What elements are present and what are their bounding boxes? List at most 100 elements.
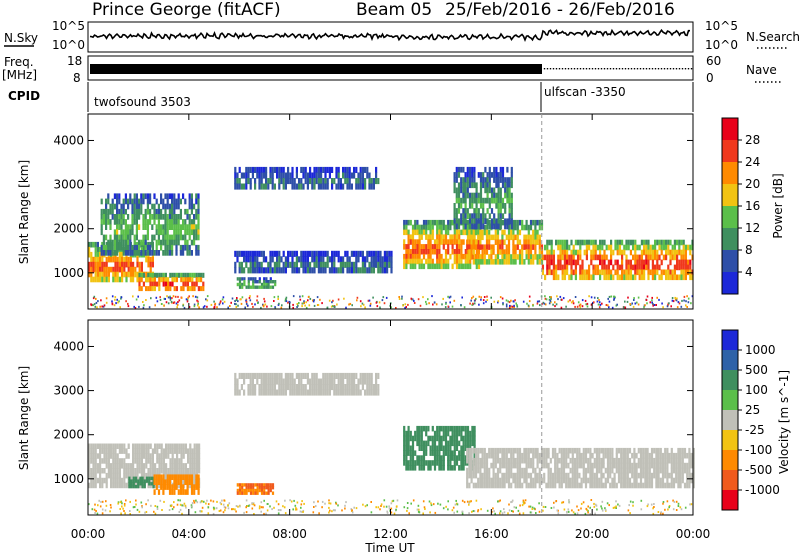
velocity-cell [562, 457, 566, 464]
power-speckle [549, 300, 552, 302]
velocity-speckle [144, 511, 146, 514]
power-speckle [117, 301, 119, 304]
velocity-cell [344, 384, 347, 391]
power-speckle [176, 306, 178, 309]
power-cell [92, 241, 95, 248]
velocity-cell [96, 443, 99, 449]
power-cell [158, 277, 161, 283]
velocity-cell [462, 440, 465, 447]
velocity-cell [139, 476, 142, 480]
power-speckle [252, 305, 254, 308]
velocity-cell [512, 447, 515, 454]
power-cell [175, 286, 178, 292]
velocity-cell [88, 472, 91, 479]
power-cell [337, 267, 340, 274]
power-cell [464, 218, 467, 225]
power-cell [651, 274, 654, 281]
power-cell [326, 250, 329, 257]
power-cell [122, 198, 125, 205]
velocity-cell [529, 457, 533, 464]
power-cell [179, 198, 182, 205]
velocity-cell [150, 482, 153, 486]
power-cell [111, 244, 114, 251]
velocity-cell [613, 472, 616, 479]
power-cell [328, 166, 331, 173]
velocity-speckle [224, 509, 226, 512]
power-cell [131, 198, 134, 205]
power-cell [302, 183, 305, 190]
velocity-cell [143, 479, 146, 483]
power-cell [182, 193, 185, 200]
power-cell [129, 250, 132, 256]
velocity-speckle [284, 512, 287, 515]
power-cell [451, 239, 454, 245]
power-cell [462, 224, 465, 231]
velocity-cell [416, 430, 419, 437]
velocity-cell [195, 474, 198, 480]
power-cell [355, 250, 358, 257]
velocity-cell [315, 384, 318, 391]
power-cell [293, 178, 296, 185]
power-cell [149, 250, 152, 256]
velocity-cell [256, 486, 259, 490]
power-speckle [312, 300, 315, 303]
power-cell [125, 256, 128, 263]
velocity-cell [269, 486, 272, 490]
power-cell [460, 244, 463, 250]
power-speckle [585, 303, 587, 306]
velocity-cell [562, 452, 566, 459]
velocity-cell [236, 384, 239, 391]
power-cell [490, 192, 494, 199]
velocity-cell [648, 482, 651, 489]
velocity-cell [576, 457, 579, 464]
power-cell [322, 261, 325, 268]
power-cell [291, 250, 294, 257]
velocity-cell [158, 453, 161, 459]
velocity-cell [431, 450, 434, 456]
power-cell [243, 277, 246, 281]
power-cell [145, 256, 148, 263]
power-speckle [382, 296, 385, 299]
power-cell [618, 244, 621, 251]
velocity-cell [278, 378, 281, 385]
power-speckle [549, 296, 551, 298]
power-cell [326, 178, 329, 185]
power-speckle [237, 300, 239, 303]
velocity-cell [342, 372, 345, 379]
power-cell [157, 219, 160, 225]
power-speckle [186, 300, 189, 303]
power-cell [570, 274, 573, 281]
power-cell [568, 259, 571, 266]
power-cell [429, 229, 432, 236]
power-cell [499, 197, 502, 204]
velocity-cell [536, 462, 539, 469]
power-cell [508, 192, 511, 199]
velocity-speckle [660, 511, 662, 514]
power-cell [317, 256, 320, 263]
velocity-speckle [406, 507, 409, 510]
velocity-speckle [406, 509, 408, 512]
power-cell [164, 208, 167, 215]
power-speckle [610, 295, 613, 298]
power-cell [427, 249, 430, 255]
velocity-cell [180, 468, 183, 474]
velocity-cell [405, 435, 408, 442]
velocity-cell [681, 472, 684, 479]
velocity-cell [602, 462, 605, 469]
velocity-cell [470, 452, 473, 459]
velocity-cell [622, 477, 625, 484]
power-cell [483, 224, 486, 231]
power-cell [527, 234, 530, 241]
velocity-cell [600, 472, 603, 479]
power-cell [381, 261, 384, 268]
velocity-cell [112, 472, 115, 479]
power-cell [94, 276, 97, 283]
velocity-cell [140, 443, 143, 449]
nave-dot [564, 68, 567, 70]
power-cell [326, 261, 329, 268]
power-cell [594, 264, 597, 271]
velocity-cell [536, 447, 539, 454]
velocity-cell [141, 482, 144, 486]
power-cell [662, 269, 665, 276]
power-cell [249, 166, 252, 173]
